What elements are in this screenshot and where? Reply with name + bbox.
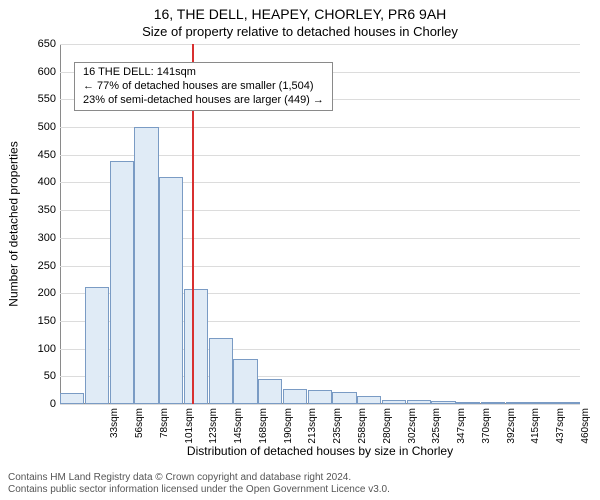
x-tick-label: 460sqm — [580, 408, 591, 448]
annotation-box: 16 THE DELL: 141sqm ← 77% of detached ho… — [74, 62, 333, 111]
histogram-bar — [60, 393, 84, 404]
histogram-bar — [184, 289, 208, 404]
histogram-bar — [209, 338, 233, 404]
y-axis-line — [60, 44, 61, 404]
chart-title: 16, THE DELL, HEAPEY, CHORLEY, PR6 9AH — [0, 6, 600, 22]
grid-line — [60, 404, 580, 405]
y-tick-label: 400 — [22, 176, 56, 188]
y-tick-label: 50 — [22, 370, 56, 382]
y-tick-label: 200 — [22, 287, 56, 299]
histogram-bar — [530, 402, 554, 404]
histogram-bar — [382, 400, 406, 404]
x-tick-label: 123sqm — [208, 408, 219, 448]
y-axis-label: Number of detached properties — [6, 44, 22, 404]
x-tick-label: 415sqm — [530, 408, 541, 448]
x-tick-label: 302sqm — [407, 408, 418, 448]
x-tick-label: 347sqm — [456, 408, 467, 448]
x-tick-label: 392sqm — [506, 408, 517, 448]
histogram-bar — [258, 379, 282, 404]
y-tick-label: 450 — [22, 149, 56, 161]
x-tick-label: 168sqm — [258, 408, 269, 448]
annotation-line: ← 77% of detached houses are smaller (1,… — [83, 80, 324, 94]
y-tick-label: 550 — [22, 93, 56, 105]
histogram-bar — [456, 402, 480, 404]
y-tick-label: 350 — [22, 204, 56, 216]
x-tick-label: 145sqm — [233, 408, 244, 448]
y-tick-label: 0 — [22, 398, 56, 410]
x-tick-label: 437sqm — [555, 408, 566, 448]
y-tick-label: 500 — [22, 121, 56, 133]
x-tick-label: 235sqm — [332, 408, 343, 448]
histogram-bar — [283, 389, 307, 405]
y-tick-label: 150 — [22, 315, 56, 327]
footer-line: Contains public sector information licen… — [8, 484, 390, 496]
histogram-bar — [134, 127, 158, 404]
grid-line — [60, 44, 580, 45]
histogram-bar — [159, 177, 183, 404]
chart-subtitle: Size of property relative to detached ho… — [0, 24, 600, 39]
footer-line: Contains HM Land Registry data © Crown c… — [8, 472, 390, 484]
histogram-bar — [431, 401, 455, 404]
y-tick-label: 100 — [22, 343, 56, 355]
histogram-bar — [481, 402, 505, 404]
x-tick-label: 325sqm — [431, 408, 442, 448]
chart-page: 16, THE DELL, HEAPEY, CHORLEY, PR6 9AH S… — [0, 0, 600, 500]
x-tick-label: 370sqm — [481, 408, 492, 448]
y-tick-label: 250 — [22, 260, 56, 272]
x-tick-label: 213sqm — [307, 408, 318, 448]
y-tick-label: 600 — [22, 66, 56, 78]
y-tick-label: 650 — [22, 38, 56, 50]
x-tick-label: 258sqm — [357, 408, 368, 448]
x-tick-label: 280sqm — [382, 408, 393, 448]
histogram-bar — [332, 392, 356, 404]
x-tick-label: 33sqm — [109, 408, 120, 448]
histogram-bar — [555, 402, 579, 404]
histogram-bar — [110, 161, 134, 404]
histogram-bar — [506, 402, 530, 404]
x-tick-label: 101sqm — [184, 408, 195, 448]
histogram-bar — [357, 396, 381, 404]
histogram-bar — [308, 390, 332, 404]
x-tick-label: 190sqm — [283, 408, 294, 448]
plot-area: 16 THE DELL: 141sqm ← 77% of detached ho… — [60, 44, 580, 404]
annotation-line: 23% of semi-detached houses are larger (… — [83, 94, 324, 108]
annotation-line: 16 THE DELL: 141sqm — [83, 66, 324, 80]
x-tick-label: 78sqm — [159, 408, 170, 448]
histogram-bar — [233, 359, 257, 404]
histogram-bar — [85, 287, 109, 404]
histogram-bar — [407, 400, 431, 404]
x-tick-label: 56sqm — [134, 408, 145, 448]
y-tick-label: 300 — [22, 232, 56, 244]
footer-text: Contains HM Land Registry data © Crown c… — [8, 472, 390, 496]
